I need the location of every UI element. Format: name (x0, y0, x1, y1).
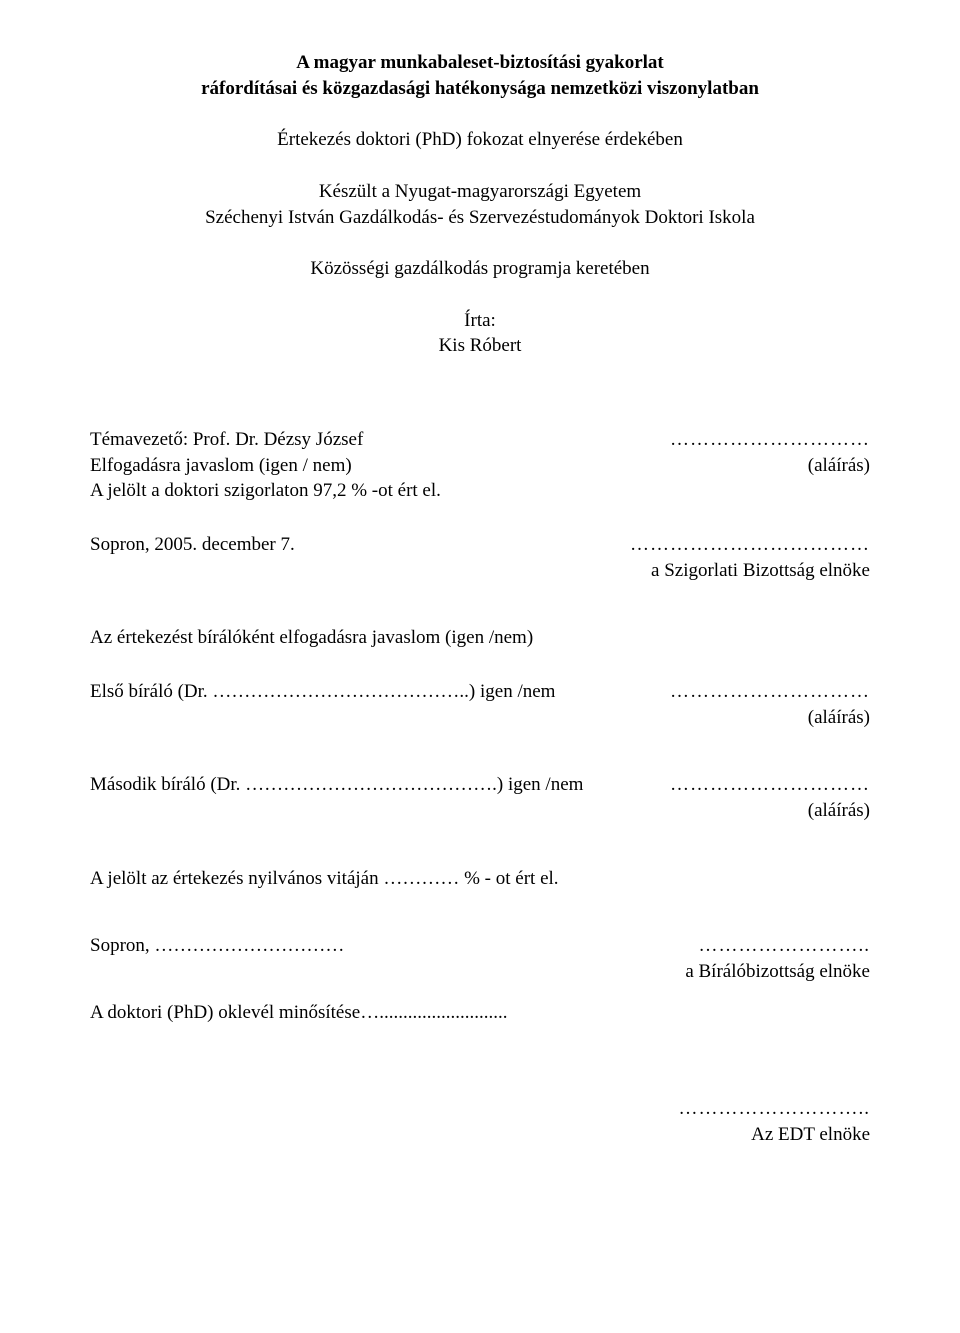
institution-line-1: Készült a Nyugat-magyarországi Egyetem (90, 179, 870, 205)
first-reviewer-signature-line: ………………………… (620, 679, 870, 705)
second-reviewer: Második bíráló (Dr. ………………………………….) igen… (90, 772, 620, 798)
title-line-2: ráfordításai és közgazdasági hatékonyság… (90, 76, 870, 102)
first-reviewer-row: Első bíráló (Dr. …………………………………..) igen /… (90, 679, 870, 705)
supervisor-signature-line: ………………………… (620, 427, 870, 453)
sopron-open-row: Sopron, ………………………… …………………….. (90, 933, 870, 959)
committee-chair: a Szigorlati Bizottság elnöke (620, 558, 870, 584)
institution-block: Készült a Nyugat-magyarországi Egyetem S… (90, 179, 870, 230)
first-reviewer-signature-row: (aláírás) (90, 705, 870, 731)
sopron-date-row: Sopron, 2005. december 7. ……………………………… (90, 532, 870, 558)
author-label: Írta: (90, 308, 870, 334)
jury-chair-row: a Bírálóbizottság elnöke (90, 959, 870, 985)
jury-chair: a Bírálóbizottság elnöke (620, 959, 870, 985)
signature-label-3: (aláírás) (620, 798, 870, 824)
author-block: Írta: Kis Róbert (90, 308, 870, 359)
institution-line-2: Széchenyi István Gazdálkodás- és Szervez… (90, 205, 870, 231)
proposal-line: Elfogadásra javaslom (igen / nem) (90, 453, 620, 479)
program-line: Közösségi gazdálkodás programja keretébe… (90, 256, 870, 282)
title-line-1: A magyar munkabaleset-biztosítási gyakor… (90, 50, 870, 76)
reviewer-proposal: Az értekezést bírálóként elfogadásra jav… (90, 625, 870, 651)
exam-result: A jelölt a doktori szigorlaton 97,2 % -o… (90, 478, 870, 504)
second-reviewer-row: Második bíráló (Dr. ………………………………….) igen… (90, 772, 870, 798)
edt-chair-row: Az EDT elnöke (90, 1122, 870, 1148)
author-name: Kis Róbert (90, 333, 870, 359)
sopron-open: Sopron, ………………………… (90, 933, 620, 959)
second-reviewer-signature-line: ………………………… (620, 772, 870, 798)
signature-label-2: (aláírás) (620, 705, 870, 731)
edt-signature-row: ……………………….. (90, 1096, 870, 1122)
first-reviewer: Első bíráló (Dr. …………………………………..) igen /… (90, 679, 620, 705)
edt-signature-line: ……………………….. (620, 1096, 870, 1122)
title-block: A magyar munkabaleset-biztosítási gyakor… (90, 50, 870, 101)
jury-signature-line: …………………….. (620, 933, 870, 959)
supervisor-line: Témavezető: Prof. Dr. Dézsy József (90, 427, 620, 453)
edt-chair: Az EDT elnöke (620, 1122, 870, 1148)
second-reviewer-signature-row: (aláírás) (90, 798, 870, 824)
signature-label-1: (aláírás) (620, 453, 870, 479)
diploma-qualification: A doktori (PhD) oklevél minősítése….....… (90, 1000, 870, 1026)
proposal-row: Elfogadásra javaslom (igen / nem) (aláír… (90, 453, 870, 479)
supervisor-row: Témavezető: Prof. Dr. Dézsy József ……………… (90, 427, 870, 453)
public-defense: A jelölt az értekezés nyilvános vitáján … (90, 866, 870, 892)
committee-chair-row: a Szigorlati Bizottság elnöke (90, 558, 870, 584)
sopron-signature-line: ……………………………… (620, 532, 870, 558)
sopron-date: Sopron, 2005. december 7. (90, 532, 620, 558)
subtitle: Értekezés doktori (PhD) fokozat elnyerés… (90, 127, 870, 153)
